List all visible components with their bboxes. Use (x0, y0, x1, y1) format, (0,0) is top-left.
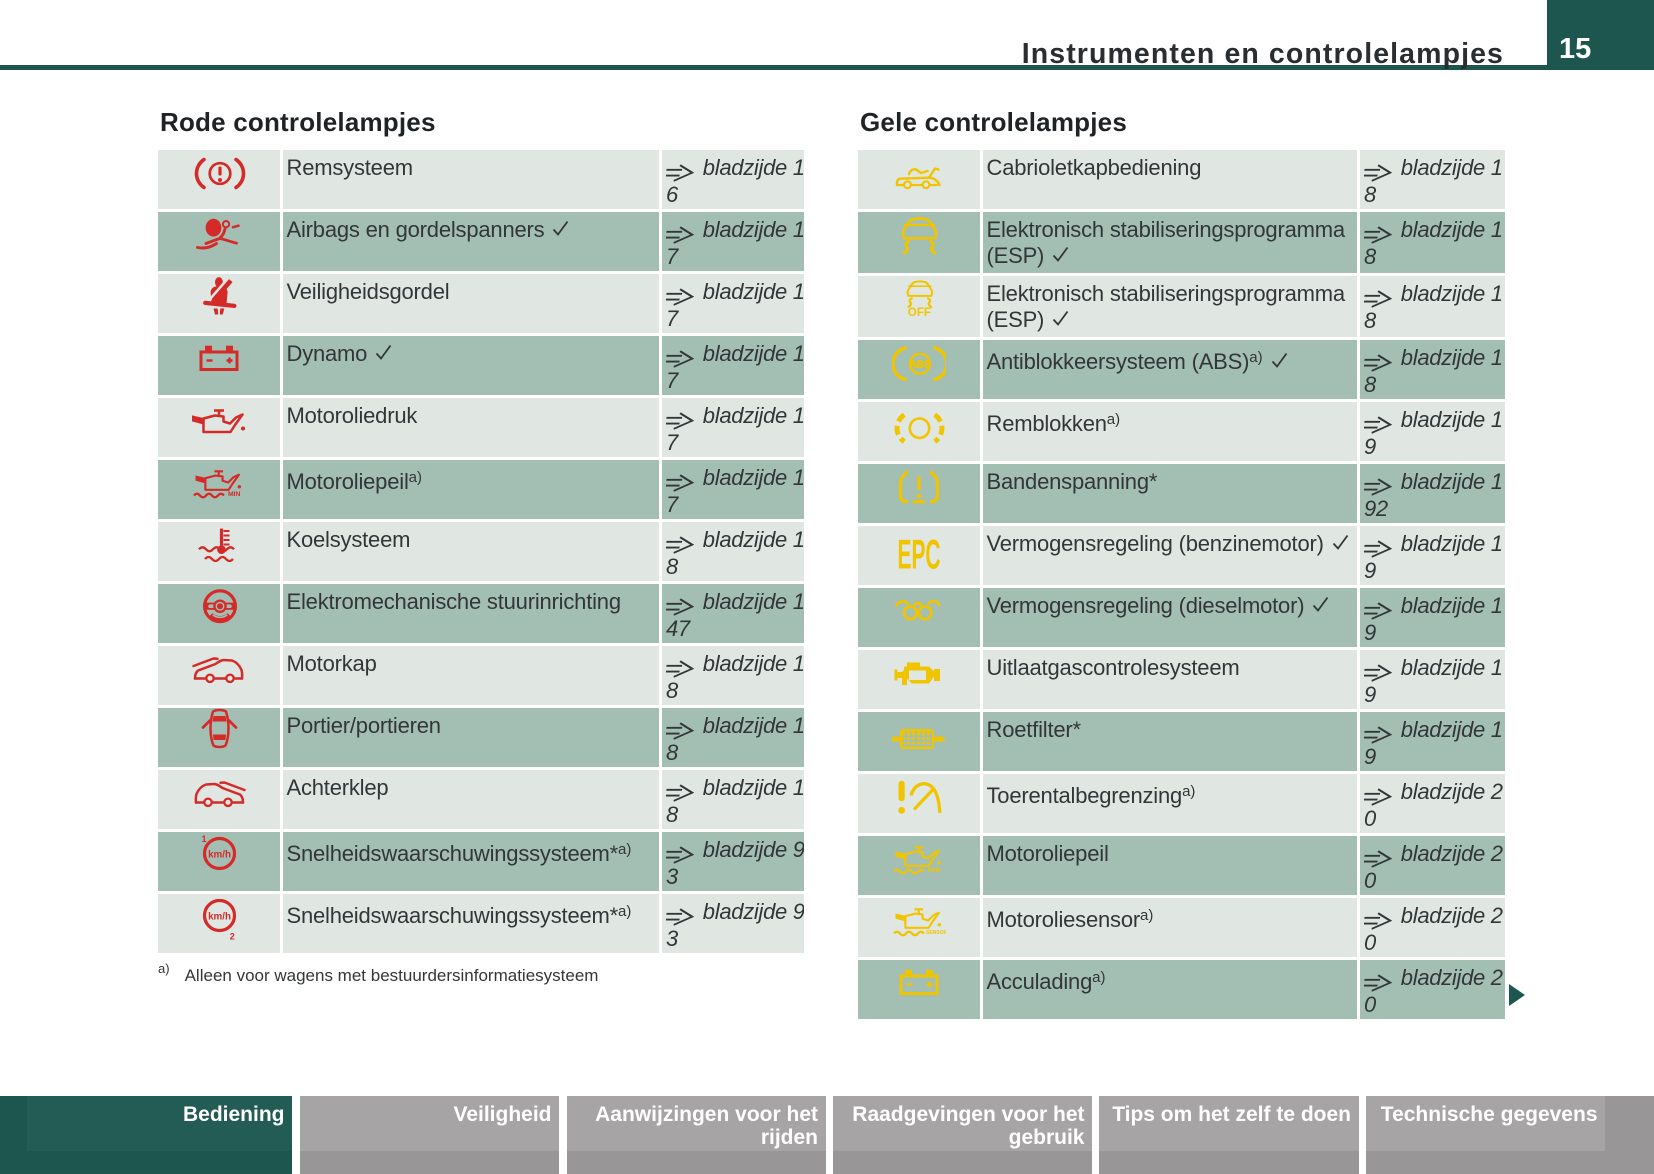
svg-text:EPC: EPC (898, 531, 941, 578)
svg-text:2: 2 (230, 932, 235, 942)
svg-text:1: 1 (202, 834, 207, 844)
svg-text:MIN: MIN (228, 491, 241, 498)
svg-text:km/h: km/h (208, 912, 231, 923)
svg-text:km/h: km/h (208, 850, 231, 861)
svg-text:MIN: MIN (928, 867, 941, 874)
svg-text:SENSOR: SENSOR (926, 930, 946, 936)
svg-text:ABS: ABS (909, 360, 931, 371)
svg-text:OFF: OFF (908, 306, 931, 319)
